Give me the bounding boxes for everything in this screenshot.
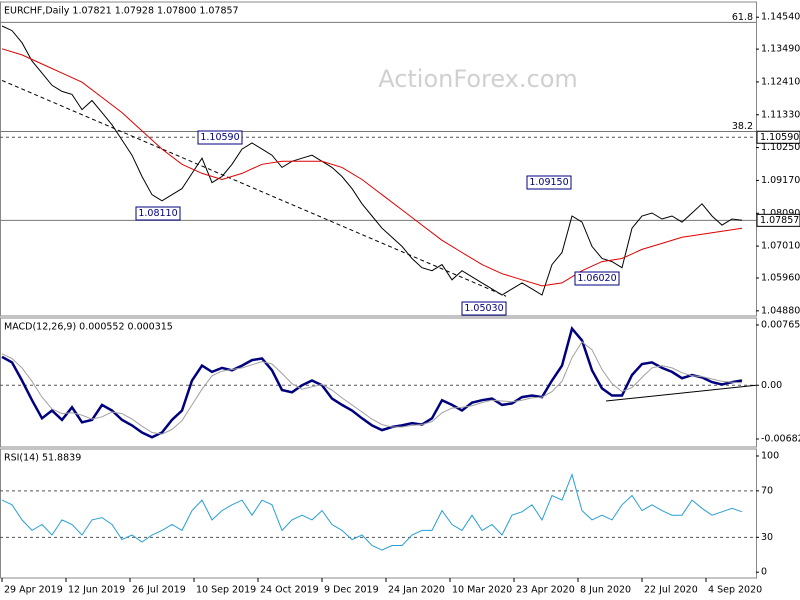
series-line [1,25,743,296]
x-tick-label: 22 Jul 2020 [644,585,698,596]
watermark: ActionForex.com [378,65,578,93]
x-tick-label: 24 Jan 2020 [388,585,445,596]
x-tick-label: 9 Dec 2019 [324,585,379,596]
level-label: 38.2 [732,121,753,132]
annotation: 1.05030 [464,303,503,314]
y-tick-label: 1.13490 [761,44,800,55]
y-tick-label: 0.00 [761,380,782,391]
level-label: 61.8 [732,12,753,23]
price-box [756,213,800,227]
annotation: 1.10590 [200,132,239,143]
y-tick-label: 0.007655 [761,319,800,330]
panel-title: MACD(12,26,9) 0.000552 0.000315 [4,322,173,333]
y-tick-label: 1.12410 [761,76,800,87]
x-tick-label: 8 Jun 2020 [580,585,631,596]
trendline [605,384,757,402]
y-tick-label: -0.006822 [761,433,800,444]
x-tick-label: 26 Jul 2019 [132,585,186,596]
series-line [1,325,743,439]
y-tick-label: 30 [761,532,773,543]
y-tick-label: 1.11330 [761,109,800,120]
panel-frame [0,448,757,579]
series-line [1,341,743,435]
series-line [1,48,743,287]
y-tick-label: 1.10250 [761,142,800,153]
annotation-box [135,206,181,221]
annotation-box [197,130,243,145]
annotation: 1.08110 [138,208,177,219]
series-line [1,473,743,551]
x-tick-label: 23 Apr 2020 [516,585,575,596]
price-box-label: 1.07857 [760,215,799,226]
annotation: 1.09150 [529,177,568,188]
x-tick-label: 4 Sep 2020 [708,585,762,596]
x-tick-label: 10 Sep 2019 [196,585,256,596]
x-tick-label: 10 Mar 2020 [452,585,512,596]
panel-title: RSI(14) 51.8839 [4,453,81,464]
x-tick-label: 24 Oct 2019 [260,585,319,596]
y-tick-label: 0 [761,567,767,578]
panel-frame [0,317,757,448]
x-tick-label: 12 Jun 2019 [68,585,125,596]
panel-frame [0,1,757,317]
y-tick-label: 100 [761,450,779,461]
y-tick-label: 1.14540 [761,12,800,23]
annotation-box [526,175,572,190]
annotation-box [574,271,620,286]
y-tick-label: 1.09170 [761,175,800,186]
y-tick-label: 1.08090 [761,208,800,219]
price-box-label: 1.10590 [760,132,799,143]
annotation: 1.06020 [577,273,616,284]
panel-title: EURCHF,Daily 1.07821 1.07928 1.07800 1.0… [4,6,239,17]
y-tick-label: 1.05960 [761,273,800,284]
price-box [756,130,800,144]
x-tick-label: 29 Apr 2019 [4,585,63,596]
y-tick-label: 1.04880 [761,305,800,316]
trendline [1,79,507,297]
y-tick-label: 70 [761,485,773,496]
y-tick-label: 1.07010 [761,241,800,252]
annotation-box [461,301,507,316]
